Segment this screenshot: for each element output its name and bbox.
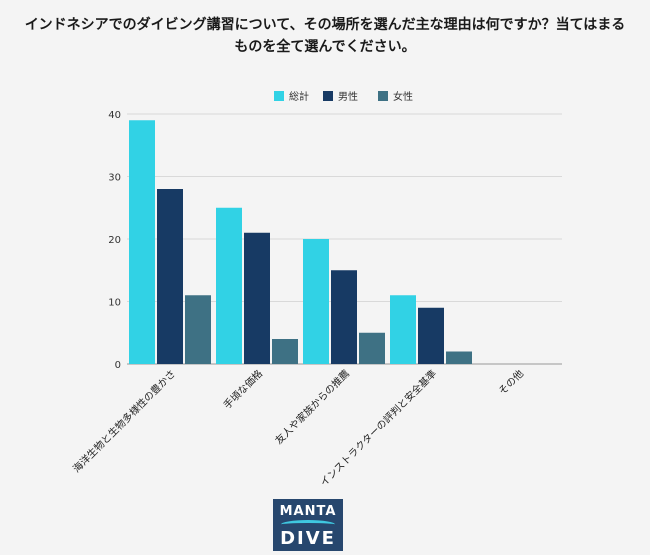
legend-label: 女性 — [393, 90, 413, 103]
bar — [390, 295, 416, 364]
logo-wave-icon — [281, 520, 335, 529]
bar — [216, 207, 242, 364]
bar — [272, 339, 298, 364]
bar — [303, 239, 329, 364]
legend-label: 総計 — [289, 90, 309, 103]
bar — [185, 295, 211, 364]
chart-title-line-2: ものを全て選んでください。 — [234, 39, 416, 55]
bar — [331, 270, 357, 364]
y-tick-label: 40 — [108, 110, 121, 121]
legend-swatch — [323, 91, 333, 101]
bar — [418, 307, 444, 364]
category-label: 海洋生物と生物多様性の豊かさ — [70, 367, 178, 475]
category-label: 友人や家族からの推薦 — [272, 367, 352, 447]
logo-text-bottom: DIVE — [280, 528, 336, 549]
bar — [157, 189, 183, 364]
manta-dive-logo: MANTA DIVE — [273, 499, 343, 551]
category-label: 手頃な価格 — [221, 367, 266, 412]
bar — [359, 332, 385, 364]
y-tick-label: 20 — [108, 235, 121, 246]
chart-title: インドネシアでのダイビング講習について、その場所を選んだ主な理由は何ですか？当て… — [0, 14, 650, 58]
legend-swatch — [274, 91, 284, 101]
chart-title-line-1: インドネシアでのダイビング講習について、その場所を選んだ主な理由は何ですか？当て… — [24, 17, 626, 33]
y-tick-label: 30 — [108, 173, 121, 184]
y-tick-label: 10 — [108, 298, 121, 309]
legend-label: 男性 — [338, 90, 358, 103]
bar — [129, 120, 155, 364]
bar — [446, 351, 472, 364]
bar — [244, 232, 270, 364]
legend-swatch — [378, 91, 388, 101]
category-label: その他 — [496, 367, 526, 397]
y-tick-label: 0 — [115, 360, 121, 371]
logo-text-top: MANTA — [279, 504, 337, 519]
